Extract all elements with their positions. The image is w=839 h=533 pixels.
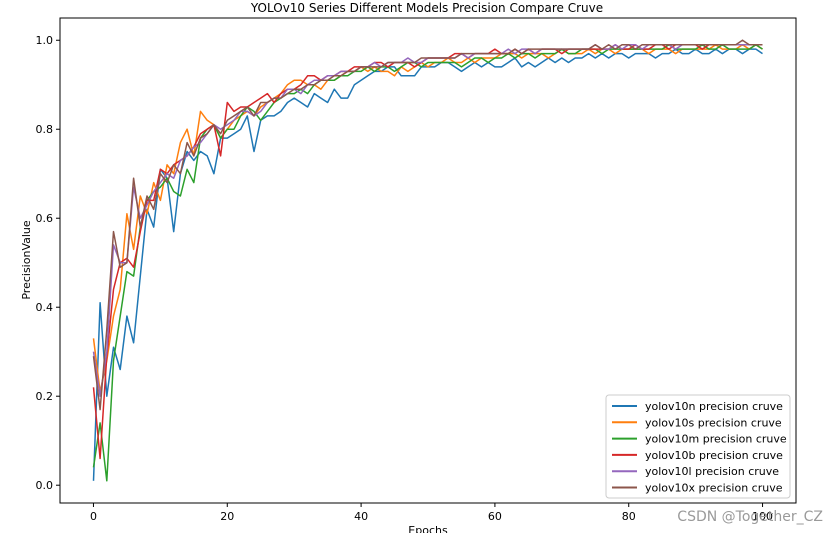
x-axis: 0 20 40 60 80 100 (90, 503, 773, 523)
legend: yolov10n precision cruve yolov10s precisi… (605, 394, 791, 499)
plot-frame (59, 17, 797, 504)
legend-label: yolov10n precision cruve (645, 400, 783, 413)
x-tick-label: 0 (90, 510, 97, 523)
y-tick-label: 1.0 (36, 34, 54, 47)
y-axis-label: PrecisionValue (20, 220, 33, 300)
y-tick-label: 0.8 (36, 123, 54, 136)
series-line-yolov10l (92, 43, 763, 397)
legend-label: yolov10s precision cruve (645, 416, 782, 429)
x-tick-label: 60 (488, 510, 502, 523)
x-tick-label: 80 (622, 510, 636, 523)
x-tick-label: 20 (220, 510, 234, 523)
y-tick-label: 0.6 (36, 212, 54, 225)
y-tick-label: 0.2 (36, 390, 54, 403)
y-axis: 0.0 0.2 0.4 0.6 0.8 1.0 (36, 34, 60, 492)
series-line-yolov10m (92, 43, 763, 482)
series-lines (92, 39, 763, 482)
legend-label: yolov10m precision cruve (645, 433, 787, 446)
x-tick-label: 100 (752, 510, 773, 523)
watermark: CSDN @Together_CZ (677, 509, 823, 525)
y-tick-label: 0.0 (36, 479, 54, 492)
series-line-yolov10x (92, 39, 763, 411)
x-axis-label: Epochs (408, 524, 448, 533)
legend-label: yolov10x precision cruve (645, 482, 783, 495)
chart-title: YOLOv10 Series Different Models Precisio… (250, 1, 603, 15)
legend-label: yolov10b precision cruve (645, 449, 783, 462)
legend-box (605, 394, 791, 499)
y-tick-label: 0.4 (36, 301, 54, 314)
legend-label: yolov10l precision cruve (645, 465, 779, 478)
series-line-yolov10s (92, 43, 763, 393)
x-tick-label: 40 (354, 510, 368, 523)
